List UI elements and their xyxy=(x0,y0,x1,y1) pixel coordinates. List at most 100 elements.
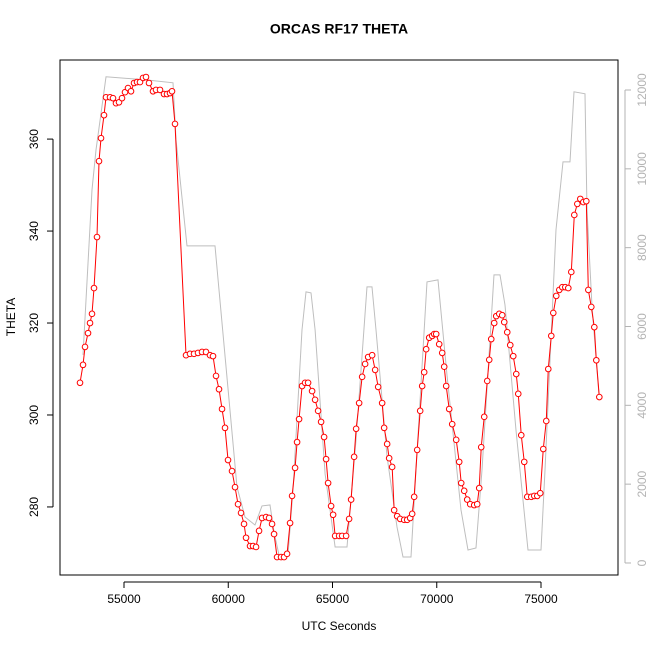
y-tick-label: 280 xyxy=(27,497,41,517)
x-tick-label: 55000 xyxy=(107,592,141,606)
data-point xyxy=(109,94,117,102)
data-point xyxy=(408,510,416,518)
data-point xyxy=(355,399,363,407)
data-point xyxy=(228,467,236,475)
x-tick-label: 70000 xyxy=(420,592,454,606)
data-point xyxy=(583,197,590,205)
data-point xyxy=(81,343,89,351)
data-point xyxy=(512,370,520,378)
y2-tick-label: 10000 xyxy=(635,152,649,186)
data-point xyxy=(420,368,428,376)
series-line xyxy=(82,76,600,558)
y2-tick-label: 0 xyxy=(635,559,649,566)
data-point xyxy=(438,349,446,357)
plot-frame xyxy=(59,59,619,576)
data-point xyxy=(234,500,242,508)
data-point xyxy=(224,456,232,464)
data-point xyxy=(320,433,328,441)
data-point xyxy=(487,335,495,343)
data-point xyxy=(240,520,248,528)
data-point xyxy=(475,484,483,492)
data-point xyxy=(242,534,250,542)
data-point xyxy=(84,329,92,337)
data-point xyxy=(520,458,528,466)
x-tick-label: 75000 xyxy=(524,592,558,606)
data-point xyxy=(324,479,332,487)
data-point xyxy=(327,502,335,510)
y2-tick-label: 12000 xyxy=(635,73,649,107)
data-point xyxy=(432,330,440,338)
data-point xyxy=(79,361,87,369)
y2-tick-label: 4000 xyxy=(635,392,649,419)
data-point xyxy=(218,405,226,413)
data-point xyxy=(374,383,382,391)
data-point xyxy=(574,200,581,208)
x-tick-label: 60000 xyxy=(212,592,246,606)
data-point xyxy=(536,489,544,497)
data-point xyxy=(509,352,517,360)
data-point xyxy=(435,340,443,348)
data-point xyxy=(422,345,430,353)
data-point xyxy=(490,319,498,327)
data-point xyxy=(295,415,303,423)
data-point xyxy=(416,407,424,415)
data-point xyxy=(283,550,291,558)
data-point xyxy=(252,543,260,551)
data-point xyxy=(215,385,223,393)
data-point xyxy=(156,86,164,94)
data-point xyxy=(255,527,263,535)
data-point xyxy=(480,413,488,421)
data-point xyxy=(549,309,557,317)
data-point xyxy=(463,496,471,503)
data-point xyxy=(86,319,94,327)
y2-tick-label: 6000 xyxy=(635,313,649,340)
data-point xyxy=(385,454,393,462)
data-point xyxy=(342,532,350,540)
data-point xyxy=(380,424,388,432)
y2-tick-label: 8000 xyxy=(635,234,649,261)
data-point xyxy=(448,420,456,428)
y-tick-label: 320 xyxy=(27,313,41,333)
chart-title: ORCAS RF17 THETA xyxy=(270,21,408,37)
data-point xyxy=(455,458,463,466)
data-point xyxy=(268,520,276,528)
data-point xyxy=(390,506,398,514)
y-axis-label: THETA xyxy=(4,298,18,336)
data-point xyxy=(593,356,600,364)
x-tick-label: 65000 xyxy=(316,592,350,606)
data-point xyxy=(322,455,330,463)
data-point xyxy=(286,519,294,527)
data-point xyxy=(288,492,296,500)
data-point xyxy=(209,352,217,360)
data-point xyxy=(347,496,355,503)
data-point xyxy=(506,341,514,349)
data-point xyxy=(314,407,322,415)
data-point xyxy=(442,382,450,390)
data-point xyxy=(500,318,508,326)
data-point xyxy=(418,382,426,390)
data-point xyxy=(97,134,105,142)
data-point xyxy=(473,500,481,508)
data-point xyxy=(371,366,379,374)
y-tick-label: 360 xyxy=(27,129,41,149)
data-point xyxy=(100,111,108,119)
data-point xyxy=(457,479,465,487)
data-point xyxy=(539,445,547,453)
data-point xyxy=(317,418,325,426)
data-point xyxy=(127,87,135,95)
data-point xyxy=(517,431,525,439)
data-point xyxy=(570,211,578,219)
data-point xyxy=(552,292,560,300)
data-point xyxy=(567,268,575,276)
data-point xyxy=(212,372,220,380)
data-point xyxy=(93,233,101,241)
data-point xyxy=(345,515,353,523)
data-point xyxy=(588,303,595,311)
data-point xyxy=(410,493,418,501)
data-point xyxy=(221,424,229,432)
data-point xyxy=(440,363,448,371)
data-point xyxy=(378,399,386,407)
y-tick-label: 300 xyxy=(27,405,41,425)
data-point xyxy=(564,284,572,292)
